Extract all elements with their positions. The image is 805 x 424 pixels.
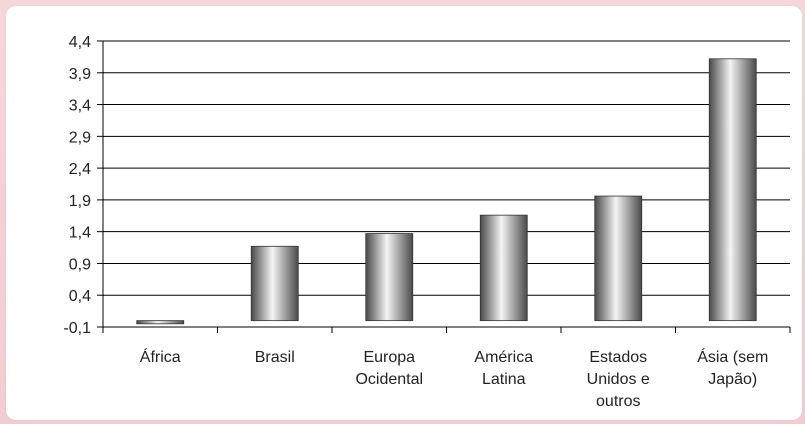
y-tick-label: 2,4 xyxy=(69,161,91,178)
x-category-label: África xyxy=(140,347,181,366)
x-axis-labels: África Brasil Europa Ocidental América Latina… xyxy=(140,347,769,410)
y-tick-label: 0,9 xyxy=(69,256,91,273)
x-category-label: América xyxy=(474,349,533,366)
y-tick-label: 1,9 xyxy=(69,193,91,210)
x-category-label: Europa xyxy=(363,349,415,366)
x-category-label: Unidos e xyxy=(587,371,650,388)
x-category-label: Brasil xyxy=(255,349,295,366)
y-tick-label: 1,4 xyxy=(69,225,91,242)
axes xyxy=(102,41,791,333)
y-tick-label: 3,4 xyxy=(69,98,91,115)
bar xyxy=(136,320,185,325)
y-tick-label: 4,4 xyxy=(69,34,91,51)
x-category-label: Japão) xyxy=(708,371,757,388)
bar xyxy=(708,58,757,322)
y-tick-label: 2,9 xyxy=(69,129,91,146)
bar xyxy=(250,245,299,322)
chart-panel xyxy=(6,6,802,420)
y-tick-label: 3,9 xyxy=(69,66,91,83)
x-category-label: Latina xyxy=(482,371,526,388)
x-category-label: outros xyxy=(596,393,640,410)
y-tick-label: 0,4 xyxy=(69,288,91,305)
bars xyxy=(136,58,757,325)
x-category-label: Estados xyxy=(589,349,647,366)
y-axis-ticks: 4,4 3,9 3,4 2,9 2,4 1,9 1,4 0,9 0,4 -0,1 xyxy=(63,34,103,337)
x-category-label: Ocidental xyxy=(355,371,423,388)
gridlines xyxy=(103,40,790,328)
bar xyxy=(479,214,528,322)
x-category-label: Ásia (sem xyxy=(697,347,768,366)
bar xyxy=(365,233,414,322)
y-tick-label: -0,1 xyxy=(63,320,91,337)
bar xyxy=(594,195,643,322)
